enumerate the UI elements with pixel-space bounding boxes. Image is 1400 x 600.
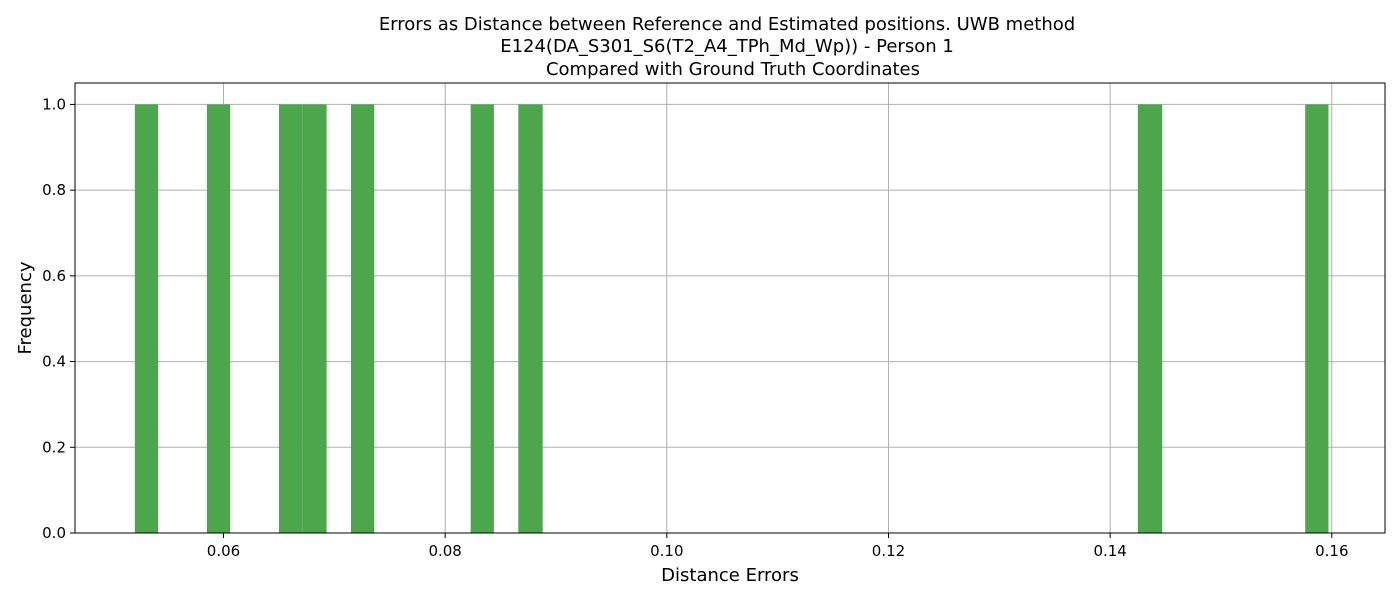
chart-title-line-1: Errors as Distance between Reference and… (379, 14, 1075, 35)
histogram-bar (134, 104, 159, 533)
histogram-bar (1305, 104, 1329, 533)
x-tick-label: 0.10 (650, 542, 683, 560)
x-tick-label: 0.16 (1315, 542, 1348, 560)
y-tick-label: 0.4 (42, 353, 66, 371)
y-tick-label: 0.0 (42, 524, 66, 542)
plot-area-frame (74, 82, 1386, 534)
histogram-bar (518, 104, 543, 533)
x-axis-label: Distance Errors (661, 565, 799, 586)
y-tick-label: 0.8 (42, 181, 66, 199)
histogram-bar (470, 104, 494, 533)
y-tick-label: 0.2 (42, 438, 66, 456)
x-tick-label: 0.12 (872, 542, 905, 560)
chart-title-line-2: E124(DA_S301_S6(T2_A4_TPh_Md_Wp)) - Pers… (500, 36, 954, 57)
histogram-bar (206, 104, 231, 533)
y-tick-label: 1.0 (42, 95, 66, 113)
x-tick-label: 0.08 (428, 542, 461, 560)
y-axis-label: Frequency (15, 261, 36, 354)
histogram-bar (302, 104, 327, 533)
histogram-bars (134, 104, 1329, 533)
x-tick-label: 0.06 (207, 542, 240, 560)
chart-title-line-3: Compared with Ground Truth Coordinates (546, 59, 920, 80)
histogram-bar (1137, 104, 1163, 533)
x-tick-label: 0.14 (1093, 542, 1126, 560)
histogram-bar (278, 104, 303, 533)
y-tick-label: 0.6 (42, 267, 66, 285)
y-axis-ticks: 0.0 0.2 0.4 0.6 0.8 1.0 (42, 95, 75, 542)
x-axis-ticks: 0.06 0.08 0.10 0.12 0.14 0.16 (207, 533, 1349, 560)
histogram-bar (350, 104, 375, 533)
